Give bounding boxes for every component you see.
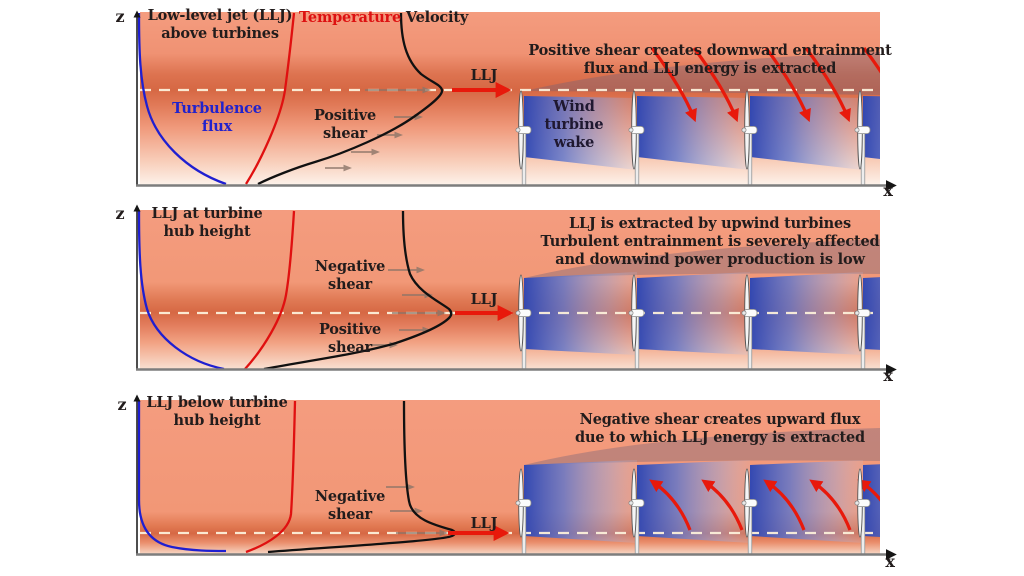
turbine-wakes (524, 96, 880, 170)
upward-flux-arrow (763, 479, 806, 531)
turbine-wake (637, 460, 750, 543)
downward-flux-arrow (862, 47, 880, 74)
upward-flux-arrow (857, 479, 880, 502)
llj-label: LLJ (470, 67, 498, 84)
turbine-wake (863, 277, 880, 350)
turbine-wake (524, 96, 637, 170)
panel-1-figure (133, 10, 897, 191)
turbine-wake (524, 460, 637, 543)
x-axis-label: x (885, 552, 895, 571)
llj-label: LLJ (470, 291, 498, 308)
upward-flux-arrow (649, 479, 692, 531)
panel-title: Low-level jet (LLJ) above turbines (147, 7, 293, 42)
panel-annotation: Positive shear creates downward entrainm… (528, 42, 892, 77)
wake-envelope (524, 239, 880, 278)
z-axis-label: z (115, 7, 125, 26)
downward-flux-arrow (764, 47, 811, 123)
downward-flux-arrow (650, 47, 697, 123)
positive-shear-label: Positive shear (318, 321, 382, 356)
x-axis-label: x (883, 366, 893, 385)
z-axis-label: z (117, 395, 127, 414)
panel-llj-at-hub-height: z x LLJ at turbine hub height Negative s… (0, 192, 1024, 384)
llj-label: LLJ (470, 515, 498, 532)
temperature-curve (245, 400, 297, 554)
panel-title: LLJ below turbine hub height (146, 394, 288, 429)
panel-3-figure (133, 394, 897, 560)
downward-flux-arrow (692, 47, 739, 123)
wake-envelope (524, 428, 880, 465)
velocity-curve (257, 12, 444, 186)
turbulence-flux-curve (137, 210, 225, 371)
downward-flux-arrow (804, 47, 851, 123)
turbine-wake (750, 96, 863, 170)
turbulence-flux-curve (137, 12, 227, 186)
panel-2-figure (133, 204, 897, 375)
upward-flux-arrow (701, 479, 744, 531)
velocity-curve (263, 210, 453, 371)
wake-label: Wind turbine wake (544, 98, 604, 151)
temperature-curve (245, 12, 296, 185)
z-axis-label: z (115, 204, 125, 223)
panel-llj-below-hub-height: z x LLJ below turbine hub height Negativ… (0, 384, 1024, 576)
upward-flux-arrow (809, 479, 852, 531)
panel-annotation: Negative shear creates upward flux due t… (575, 411, 865, 446)
panel-llj-above-turbines: z x Low-level jet (LLJ) above turbines T… (0, 0, 1024, 199)
x-axis-label: x (883, 181, 893, 200)
negative-shear-label: Negative shear (314, 258, 386, 293)
turbine-wake (863, 96, 880, 159)
negative-shear-label: Negative shear (314, 488, 386, 523)
turbine-wake (637, 96, 750, 170)
turbine-wakes (524, 460, 880, 543)
temperature-label: Temperature (299, 9, 401, 26)
turbulence-flux-curve (137, 401, 227, 553)
velocity-label: Velocity (405, 9, 469, 26)
panel-annotation: LLJ is extracted by upwind turbines Turb… (540, 215, 880, 268)
upward-flux-arrows (649, 479, 880, 531)
temperature-curve (244, 210, 296, 370)
turbine-wake (750, 460, 863, 543)
entrainment-arrows (650, 47, 880, 123)
turbulence-flux-label: Turbulence flux (172, 100, 262, 135)
panel-title: LLJ at turbine hub height (151, 205, 263, 240)
velocity-curve (267, 400, 457, 554)
positive-shear-label: Positive shear (313, 107, 377, 142)
shear-arrows (325, 86, 431, 172)
